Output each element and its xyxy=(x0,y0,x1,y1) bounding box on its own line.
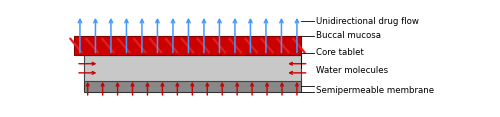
Text: Unidirectional drug flow: Unidirectional drug flow xyxy=(316,17,419,26)
Text: Buccal mucosa: Buccal mucosa xyxy=(316,31,382,40)
Text: Semipermeable membrane: Semipermeable membrane xyxy=(316,86,434,95)
Text: Water molecules: Water molecules xyxy=(316,66,388,75)
Bar xyxy=(84,55,301,81)
Bar xyxy=(84,80,301,92)
Bar xyxy=(74,36,301,55)
Text: Core tablet: Core tablet xyxy=(316,48,364,57)
